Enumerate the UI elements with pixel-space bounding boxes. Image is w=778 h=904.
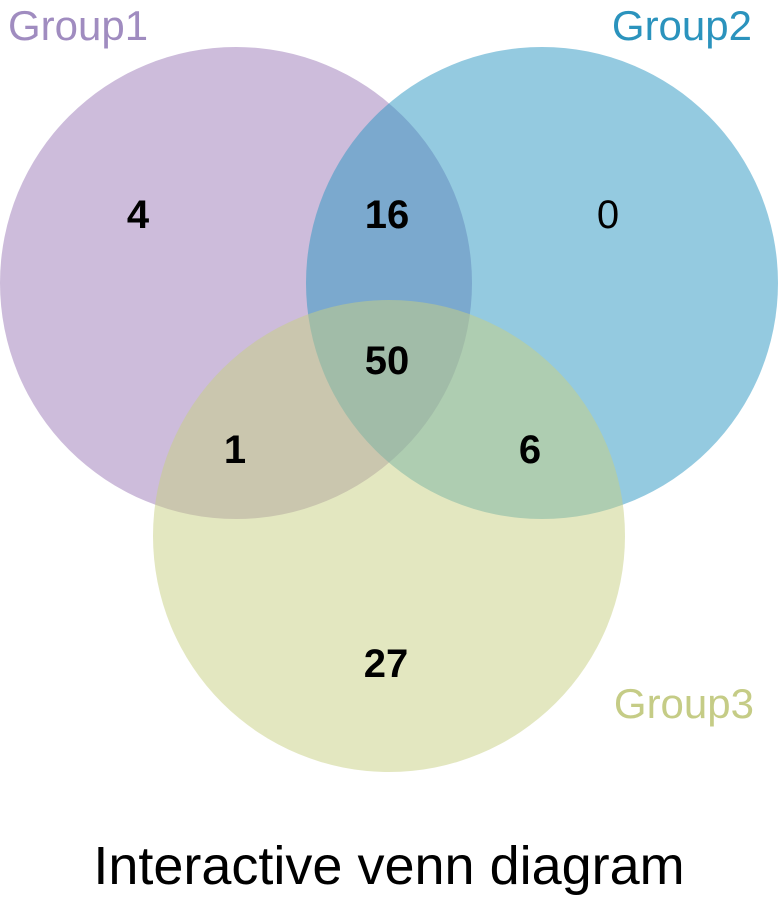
count-only-group1: 4	[127, 193, 150, 237]
region-counts: 4 16 0 50 1 6 27	[127, 193, 619, 686]
circles-layer	[0, 47, 778, 772]
diagram-caption: Interactive venn diagram	[93, 836, 684, 896]
count-group1-group3: 1	[224, 428, 246, 472]
group3-circle[interactable]	[153, 300, 625, 772]
count-only-group3: 27	[364, 642, 409, 686]
group3-label: Group3	[614, 680, 754, 727]
group1-label: Group1	[8, 2, 148, 49]
set-labels: Group1 Group2 Group3	[8, 2, 754, 727]
group2-label: Group2	[612, 2, 752, 49]
count-group1-group2: 16	[365, 193, 410, 237]
count-only-group2: 0	[597, 193, 619, 237]
count-group2-group3: 6	[519, 428, 541, 472]
count-all-three: 50	[365, 339, 410, 383]
